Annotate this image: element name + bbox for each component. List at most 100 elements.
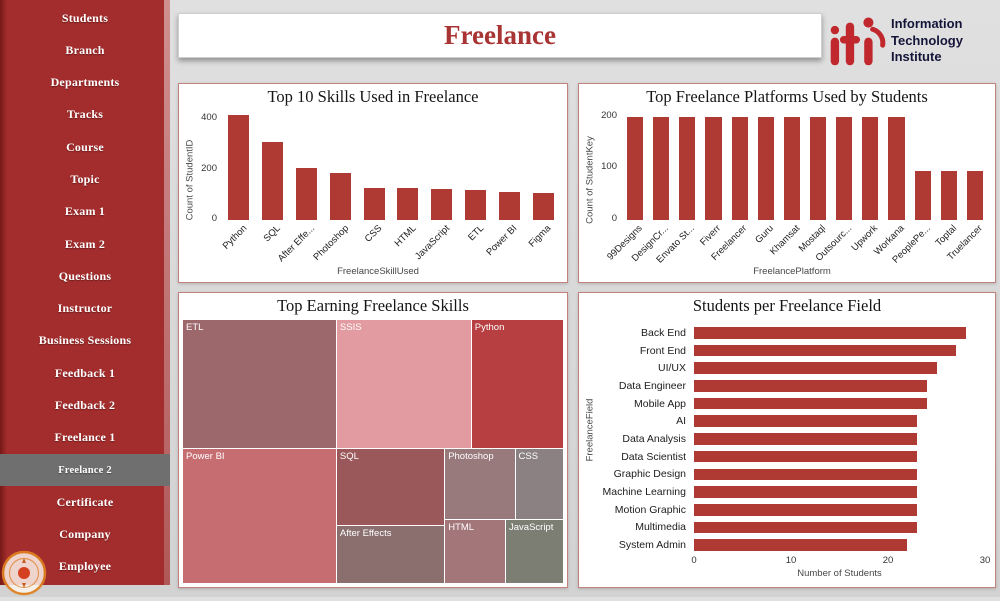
bar-freelancer[interactable] [731,116,748,220]
sidebar-item-tracks[interactable]: Tracks [66,107,104,122]
bar-truelancer[interactable] [966,170,983,220]
bar-cell [962,109,988,220]
bar-graphic-design[interactable] [694,468,918,481]
field-label: Back End [641,326,686,339]
bar-html[interactable] [397,188,419,220]
sidebar-item-branch[interactable]: Branch [65,42,105,57]
x-axis-label: PeoplePe... [890,220,936,266]
sidebar-item-exam-1[interactable]: Exam 1 [64,204,106,219]
treemap-item-ssis[interactable]: SSIS [335,319,473,450]
bar-photoshop[interactable] [329,173,351,220]
bar-track [694,536,985,554]
x-axis-label: Photoshop [311,220,357,266]
bar-back-end[interactable] [694,327,966,339]
treemap-item-python[interactable]: Python [470,319,564,450]
bar-cell [883,109,909,220]
sidebar-item-employee[interactable]: Employee [58,559,112,574]
x-axis-labels: 99Designs DesignCr... Envato St... Fiverr Fr… [605,220,988,266]
field-label: UI/UX [657,362,686,375]
bar-upwork[interactable] [862,116,879,220]
field-label: System Admin [618,539,686,552]
sidebar-item-topic[interactable]: Topic [70,172,100,187]
x-axis-label-text: Guru [752,223,776,246]
bar-cell [290,109,324,220]
treemap-item-css[interactable]: CSS [514,447,564,521]
treemap-item-sql[interactable]: SQL [335,447,447,528]
field-label: Multimedia [635,521,686,534]
bar-motion-graphic[interactable] [694,503,918,516]
sidebar-item-business-sessions[interactable]: Business Sessions [38,333,132,348]
sidebar-item-feedback-2[interactable]: Feedback 2 [54,398,116,413]
bar-workana[interactable] [888,116,905,220]
y-axis-tick: 200 [601,109,617,121]
sidebar-item-course[interactable]: Course [66,139,104,154]
treemap-item-power-bi[interactable]: Power BI [182,447,338,584]
field-label: Mobile App [634,397,686,410]
bar-css[interactable] [363,187,385,220]
x-axis-label-text: Python [220,223,250,252]
sidebar-item-exam-2[interactable]: Exam 2 [64,236,106,251]
bar-mobile-app[interactable] [694,397,927,410]
treemap-item-photoshop[interactable]: Photoshop [444,447,517,521]
bar-data-analysis[interactable] [694,433,918,445]
sidebar-item-departments[interactable]: Departments [50,75,120,90]
bar-front-end[interactable] [694,344,956,357]
bar-multimedia[interactable] [694,521,918,534]
y-axis-title: FreelanceField [584,398,595,462]
field-label: Data Analysis [622,432,686,445]
bar-machine-learning[interactable] [694,486,918,498]
treemap-item-html[interactable]: HTML [444,518,507,584]
bar-python[interactable] [228,115,250,220]
field-label: Motion Graphic [614,503,686,516]
bar-guru[interactable] [757,116,774,220]
x-axis-label-text: CSS [362,223,385,245]
sidebar-item-feedback-1[interactable]: Feedback 1 [54,365,116,380]
y-axis-tick: 200 [201,162,217,174]
sidebar-item-certificate[interactable]: Certificate [56,494,114,509]
bar-etl[interactable] [465,189,486,220]
bar-fiverr[interactable] [705,116,722,220]
field-label: Machine Learning [602,486,686,499]
sidebar-item-students[interactable]: Students [61,10,109,25]
bar-peoplepe[interactable] [914,170,931,220]
bar-mostaql[interactable] [809,116,827,220]
bar-figma[interactable] [532,192,554,220]
sidebar-item-freelance-2[interactable]: Freelance 2 [0,453,170,487]
panel-top-skills: Top 10 Skills Used in Freelance Count of… [178,83,568,283]
bar-javascript[interactable] [431,189,453,220]
treemap-top-earning-skills: ETL SSIS Python Power BI SQL After Effects Pho… [182,319,564,584]
panel-students-per-field: Students per Freelance Field FreelanceFi… [578,292,996,588]
bar-system-admin[interactable] [694,539,908,551]
bar-ai[interactable] [694,415,918,428]
bar-track [694,466,985,484]
sidebar-item-questions[interactable]: Questions [58,268,112,283]
bar-toptal[interactable] [940,170,957,220]
bar-data-scientist[interactable] [694,450,918,463]
bar-sql[interactable] [262,141,284,220]
sidebar-item-instructor[interactable]: Instructor [57,301,113,316]
y-axis-ticks: 0 100 200 [596,109,622,224]
bar-outsourc[interactable] [836,116,853,220]
bar-envato-st[interactable] [679,116,696,220]
treemap-item-label: Python [474,322,505,333]
bar-track [694,324,985,342]
sidebar-item-company[interactable]: Company [59,527,111,542]
plot-area [622,109,988,220]
bar-track [694,519,985,537]
field-label: Front End [639,344,686,357]
bar-designcr[interactable] [653,116,670,220]
chart-title-top-earning: Top Earning Freelance Skills [277,296,469,315]
bar-power-bi[interactable] [498,191,520,220]
y-axis-title: Count of StudentKey [584,136,595,225]
treemap-item-javascript[interactable]: JavaScript [505,518,564,584]
treemap-item-etl[interactable]: ETL [182,319,338,450]
bar-khamsat[interactable] [783,116,801,220]
bar-after-effe[interactable] [296,168,317,220]
bar-data-engineer[interactable] [694,380,927,392]
treemap-item-after-effects[interactable]: After Effects [335,525,447,584]
bar-ui-ux[interactable] [694,362,937,375]
bar-99designs[interactable] [626,116,644,220]
field-row-mobile-app: Mobile App [596,395,985,413]
sidebar-item-freelance-1[interactable]: Freelance 1 [54,430,116,445]
